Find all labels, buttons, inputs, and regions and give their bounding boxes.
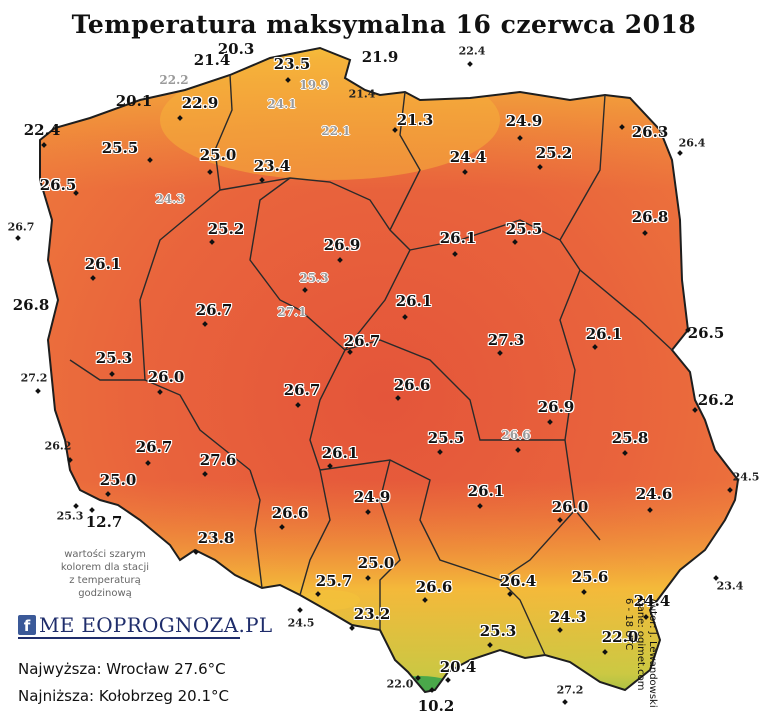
station-temperature-label: 24.6 xyxy=(635,485,673,503)
logo-underline xyxy=(18,637,240,639)
station-temperature-label: 26.7 xyxy=(7,220,35,234)
station-temperature-label: 26.4 xyxy=(499,572,537,590)
credit-line: Autor: J. Lewandowski xyxy=(647,598,658,708)
station-temperature-label: 22.2 xyxy=(159,73,189,87)
station-temperature-label: 26.9 xyxy=(323,236,361,254)
station-temperature-label: 26.9 xyxy=(537,398,575,416)
station-temperature-label: 25.5 xyxy=(101,139,139,157)
station-temperature-label: 24.5 xyxy=(732,470,760,484)
station-temperature-label: 27.3 xyxy=(487,331,525,349)
station-temperature-label: 22.4 xyxy=(458,44,486,58)
station-temperature-label: 26.6 xyxy=(271,504,309,522)
station-temperature-label: 26.3 xyxy=(631,123,669,141)
station-temperature-label: 26.6 xyxy=(501,428,531,442)
station-temperature-label: 24.3 xyxy=(549,608,587,626)
station-temperature-label: 26.7 xyxy=(195,301,233,319)
station-temperature-label: 12.7 xyxy=(85,513,123,531)
legend-note-line: kolorem dla stacji xyxy=(60,562,150,573)
station-temperature-label: 26.4 xyxy=(678,136,706,150)
station-temperature-label: 26.8 xyxy=(12,296,50,314)
station-temperature-label: 26.2 xyxy=(697,391,735,409)
station-temperature-label: 25.3 xyxy=(479,622,517,640)
station-temperature-label: 22.0 xyxy=(386,677,414,691)
credit-text: Autor: J. Lewandowski Dane: ogimet.com 6… xyxy=(622,598,658,708)
station-temperature-label: 25.2 xyxy=(535,144,573,162)
station-temperature-label: 26.6 xyxy=(393,376,431,394)
logo-text: ME EOPROGNOZA.PL xyxy=(39,613,273,637)
legend-note-line: z temperaturą xyxy=(69,575,141,586)
station-temperature-label: 20.1 xyxy=(115,92,153,110)
map-title: Temperatura maksymalna 16 czerwca 2018 xyxy=(71,10,697,39)
station-temperature-label: 22.0 xyxy=(601,628,639,646)
facebook-icon[interactable]: f xyxy=(18,615,36,635)
station-temperature-label: 26.1 xyxy=(439,229,477,247)
highest-temperature: Najwyższa: Wrocław 27.6°C xyxy=(18,660,226,678)
station-temperature-label: 25.3 xyxy=(299,271,329,285)
station-temperature-label: 26.8 xyxy=(631,208,669,226)
station-temperature-label: 20.4 xyxy=(439,658,477,676)
station-temperature-label: 25.8 xyxy=(611,429,649,447)
station-temperature-label: 23.4 xyxy=(253,157,291,175)
station-temperature-label: 21.3 xyxy=(396,111,434,129)
station-temperature-label: 22.1 xyxy=(321,124,351,138)
station-temperature-label: 26.2 xyxy=(44,439,72,453)
station-temperature-label: 25.6 xyxy=(571,568,609,586)
station-temperature-label: 25.5 xyxy=(427,429,465,447)
station-temperature-label: 25.5 xyxy=(505,220,543,238)
station-temperature-label: 21.4 xyxy=(348,87,376,101)
station-temperature-label: 26.7 xyxy=(135,438,173,456)
station-temperature-label: 26.7 xyxy=(283,381,321,399)
station-temperature-label: 25.3 xyxy=(56,509,84,523)
station-temperature-label: 24.5 xyxy=(287,616,315,630)
station-temperature-label: 26.1 xyxy=(321,444,359,462)
legend-note-line: godzinową xyxy=(78,588,132,599)
station-temperature-label: 26.0 xyxy=(551,498,589,516)
station-temperature-label: 25.2 xyxy=(207,220,245,238)
station-temperature-label: 25.0 xyxy=(199,146,237,164)
station-temperature-label: 20.3 xyxy=(217,40,255,58)
station-temperature-label: 25.7 xyxy=(315,572,353,590)
station-temperature-label: 23.4 xyxy=(716,579,744,593)
station-temperature-label: 26.7 xyxy=(343,332,381,350)
station-temperature-label: 24.3 xyxy=(155,192,185,206)
station-temperature-label: 21.4 xyxy=(193,51,231,69)
station-temperature-label: 25.0 xyxy=(99,471,137,489)
credit-line: Dane: ogimet.com xyxy=(635,598,646,691)
station-temperature-label: 23.2 xyxy=(353,605,391,623)
station-temperature-label: 22.9 xyxy=(181,94,219,112)
station-temperature-label: 23.5 xyxy=(273,55,311,73)
station-temperature-label: 24.4 xyxy=(449,148,487,166)
station-temperature-label: 23.8 xyxy=(197,529,235,547)
legend-note: wartości szarym kolorem dla stacji z tem… xyxy=(40,548,170,600)
station-temperature-label: 24.4 xyxy=(633,592,671,610)
station-temperature-label: 27.2 xyxy=(20,371,48,385)
meteoprognoza-logo[interactable]: f ME EOPROGNOZA.PL xyxy=(18,612,272,638)
station-temperature-label: 22.4 xyxy=(23,121,61,139)
station-temperature-label: 25.3 xyxy=(95,349,133,367)
station-temperature-label: 24.1 xyxy=(267,97,297,111)
station-temperature-label: 25.0 xyxy=(357,554,395,572)
station-temperature-label: 26.0 xyxy=(147,368,185,386)
station-temperature-label: 26.5 xyxy=(687,324,725,342)
credit-line: 6 - 18 UTC xyxy=(623,598,634,651)
station-temperature-label: 24.9 xyxy=(353,488,391,506)
legend-note-line: wartości szarym xyxy=(64,549,146,560)
lowest-temperature: Najniższa: Kołobrzeg 20.1°C xyxy=(18,687,229,705)
station-temperature-label: 26.1 xyxy=(395,292,433,310)
station-temperature-label: 10.2 xyxy=(417,697,455,715)
station-temperature-label: 24.9 xyxy=(505,112,543,130)
station-temperature-label: 26.1 xyxy=(84,255,122,273)
station-temperature-label: 26.1 xyxy=(585,325,623,343)
station-temperature-label: 27.1 xyxy=(277,305,307,319)
station-temperature-label: 19.9 xyxy=(299,78,329,92)
station-temperature-label: 26.6 xyxy=(415,578,453,596)
station-temperature-label: 27.6 xyxy=(199,451,237,469)
station-temperature-label: 21.9 xyxy=(361,48,399,66)
station-temperature-label: 26.5 xyxy=(39,176,77,194)
station-temperature-label: 26.1 xyxy=(467,482,505,500)
station-temperature-label: 27.2 xyxy=(556,683,584,697)
